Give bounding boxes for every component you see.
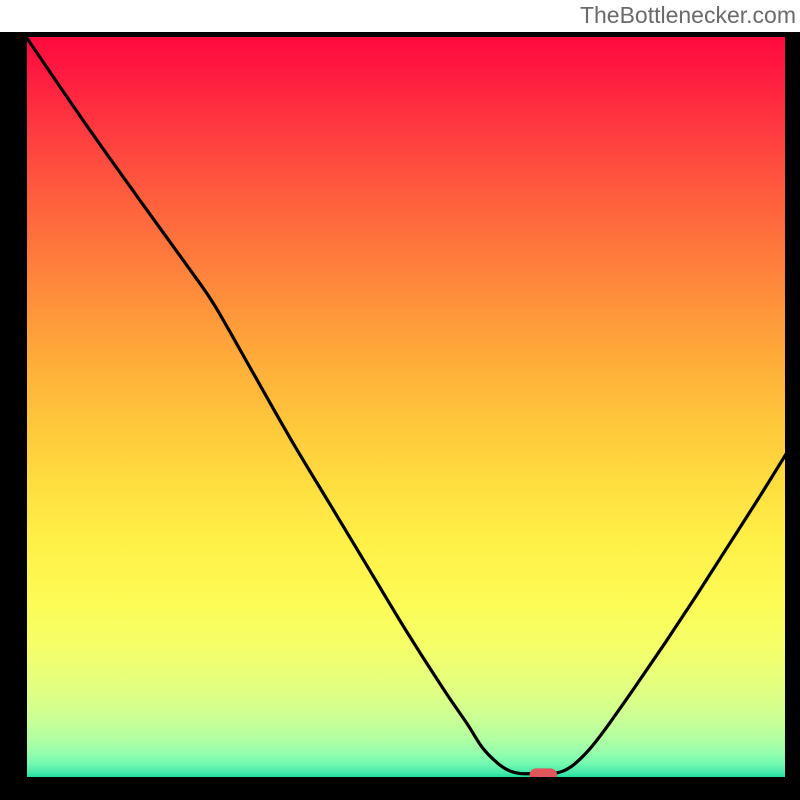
watermark-text: TheBottlenecker.com xyxy=(580,2,796,29)
chart-stage: TheBottlenecker.com xyxy=(0,0,800,800)
chart-svg xyxy=(0,0,800,800)
plot-background-gradient xyxy=(25,35,788,780)
